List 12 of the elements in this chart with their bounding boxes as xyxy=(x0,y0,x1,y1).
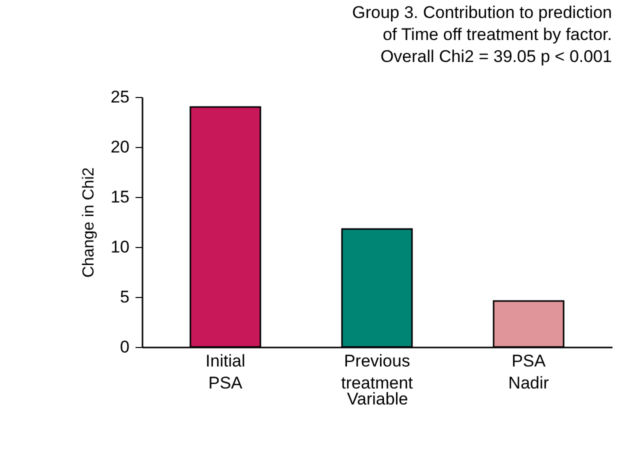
chart-title: Group 3. Contribution to prediction of Time off treatment by factor. Overall Chi2 = 39.05 p < 0.001 xyxy=(352,3,612,66)
y-tick-label: 25 xyxy=(110,88,130,106)
x-tick-label: PSA Nadir xyxy=(508,352,550,392)
y-tick-label: 20 xyxy=(110,138,130,156)
x-axis-title: Variable xyxy=(346,390,408,408)
x-tick-label: Previous treatment xyxy=(341,352,414,392)
y-tick-label: 5 xyxy=(120,288,130,306)
y-axis-title: Change in Chi2 xyxy=(80,167,98,278)
x-tick-label: Initial PSA xyxy=(206,352,246,392)
y-tick-label: 15 xyxy=(110,188,130,206)
y-tick-label: 10 xyxy=(110,238,130,256)
y-tick-label: 0 xyxy=(120,338,130,356)
